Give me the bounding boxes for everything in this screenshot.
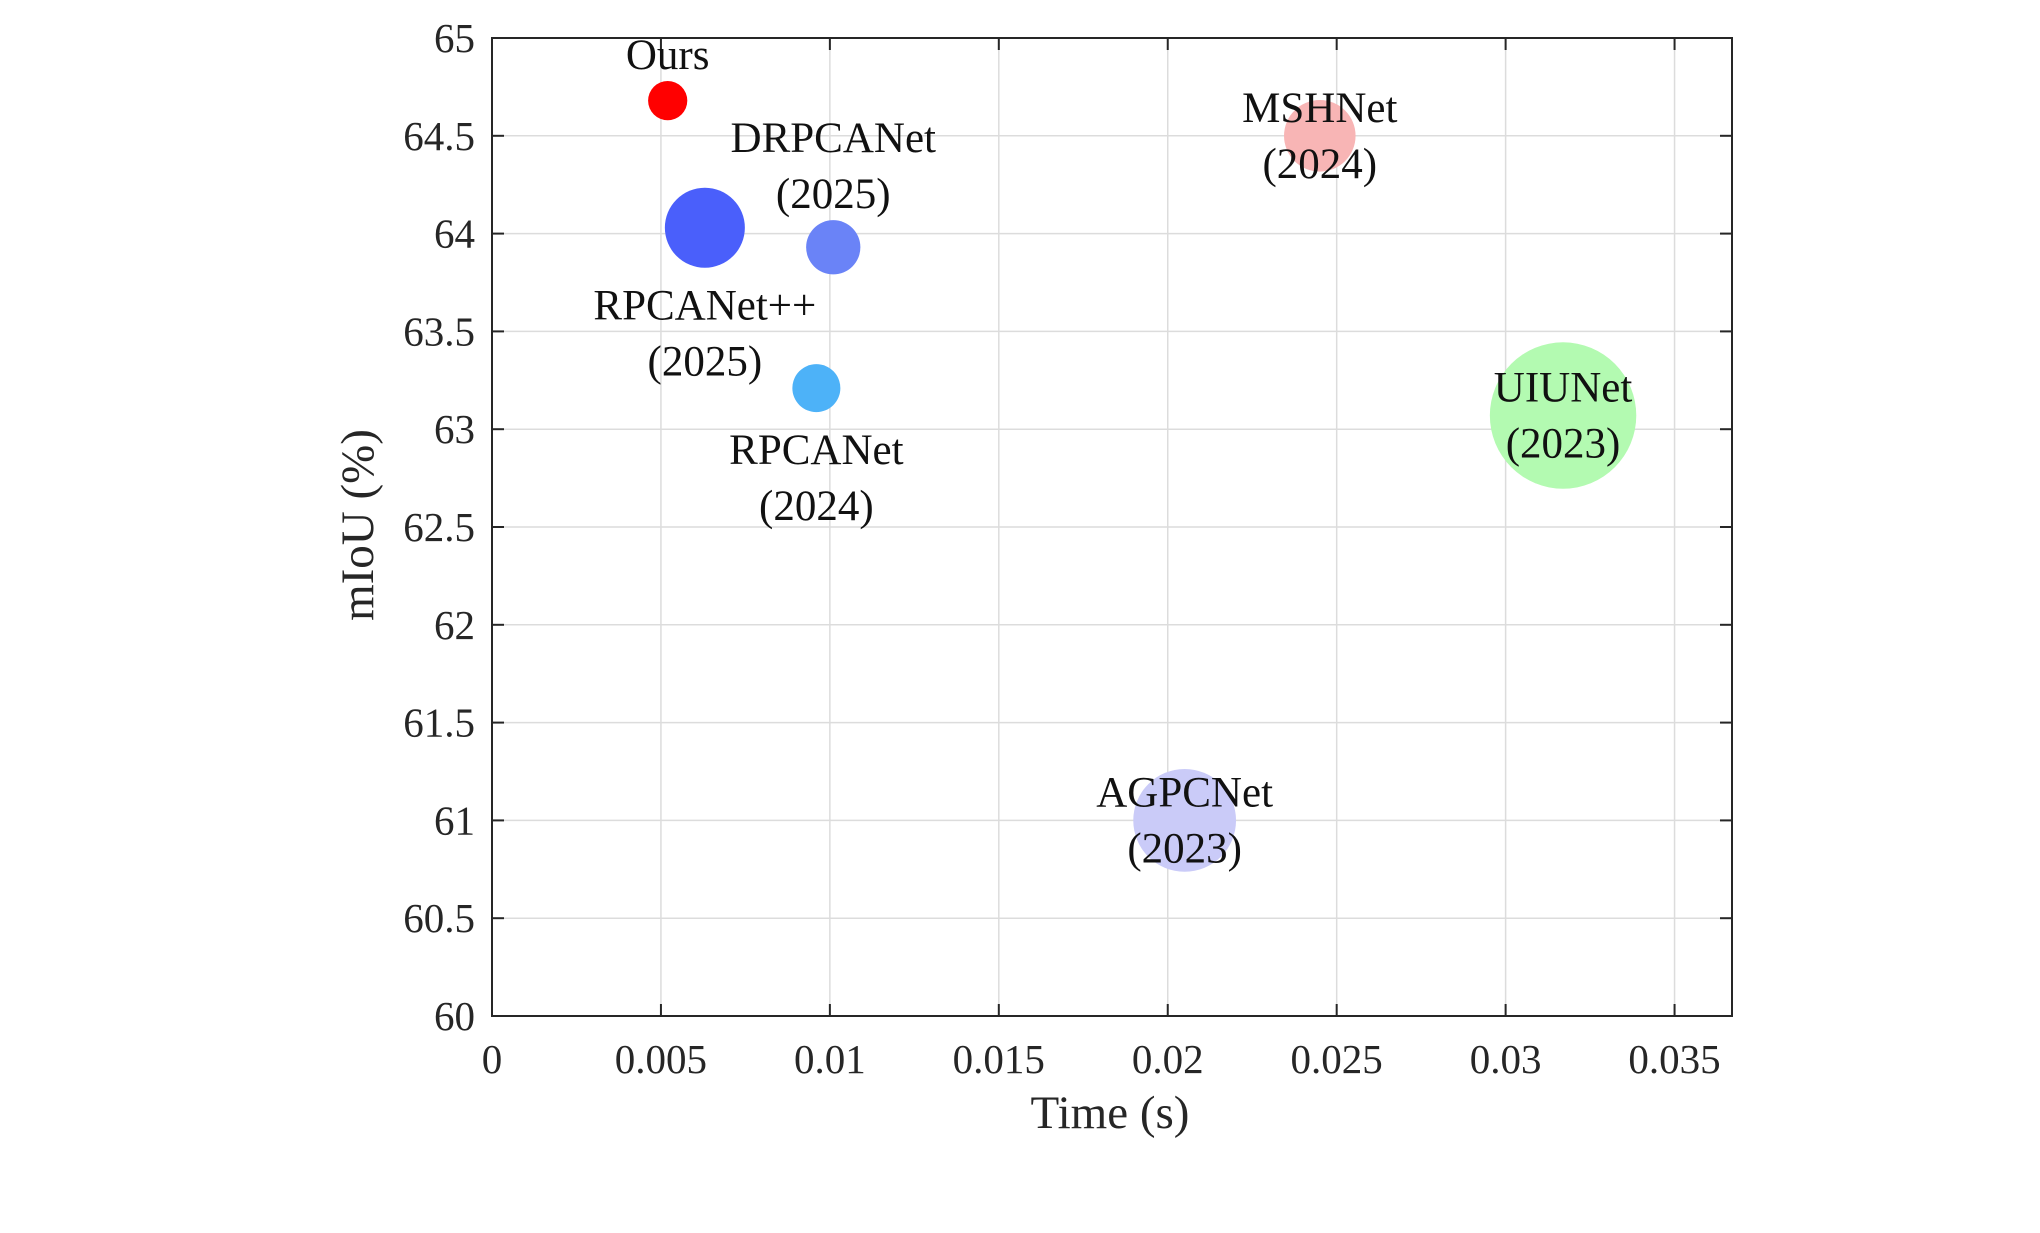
bubble-uiunet: [1489, 342, 1637, 489]
x-axis-title: Time (s): [1031, 1087, 1190, 1139]
bubble-year-agpcnet: (2023): [1127, 825, 1242, 872]
grid-layer: [492, 38, 1732, 1016]
y-tick-label: 64: [434, 211, 475, 257]
bubble-agpcnet: [1133, 769, 1237, 872]
y-tick-label: 65: [434, 15, 475, 61]
bubble-label-agpcnet: AGPCNet: [1096, 769, 1273, 816]
bubble-label-uiunet: UIUNet: [1494, 365, 1633, 412]
bubble-drpcanet: [806, 220, 861, 275]
bubble-label-mshnet: MSHNet: [1242, 85, 1397, 132]
x-tick-label: 0: [482, 1036, 503, 1082]
bubble-ours: [648, 80, 688, 121]
y-tick-label: 60.5: [403, 895, 475, 941]
x-tick-label: 0.035: [1628, 1036, 1720, 1082]
bubble-year-drpcanet: (2025): [776, 171, 891, 218]
y-axis-title: mIoU (%): [332, 429, 384, 621]
bubble-rpcanet-: [664, 187, 745, 268]
bubble-rpcanet: [792, 364, 841, 413]
label-layer: Ours RPCANet++ (2025) DRPCANet (2025) RPCANet…: [593, 32, 1632, 872]
bubble-layer: [648, 80, 1637, 872]
bubble-mshnet: [1284, 100, 1356, 172]
bubble-year-mshnet: (2024): [1262, 141, 1377, 188]
y-tick-label: 63: [434, 406, 475, 452]
x-tick-label: 0.025: [1291, 1036, 1383, 1082]
x-tick-label: 0.02: [1132, 1036, 1204, 1082]
bubble-label-ours: Ours: [626, 32, 710, 79]
axes-layer: 0 0.005 0.01 0.015 0.02 0.025 0.03 0.035 60 60.5 6…: [403, 15, 1733, 1082]
y-tick-label: 60: [434, 993, 475, 1039]
x-tick-label: 0.015: [953, 1036, 1045, 1082]
x-tick-label: 0.01: [794, 1036, 866, 1082]
x-tick-label: 0.03: [1470, 1036, 1542, 1082]
y-tick-label: 64.5: [403, 113, 475, 159]
y-tick-label: 62.5: [403, 504, 475, 550]
y-tick-label: 62: [434, 602, 475, 648]
bubble-year-rpcanet-: (2025): [648, 339, 763, 386]
bubble-year-rpcanet: (2024): [759, 483, 874, 530]
bubble-label-rpcanet: RPCANet: [729, 427, 903, 474]
y-tick-label: 63.5: [403, 308, 475, 354]
y-tick-label: 61.5: [403, 700, 475, 746]
bubble-label-drpcanet: DRPCANet: [731, 115, 937, 162]
y-tick-label: 61: [434, 797, 475, 843]
bubble-label-rpcanet-: RPCANet++: [593, 283, 816, 330]
bubble-year-uiunet: (2023): [1506, 421, 1621, 468]
x-tick-label: 0.005: [615, 1036, 707, 1082]
